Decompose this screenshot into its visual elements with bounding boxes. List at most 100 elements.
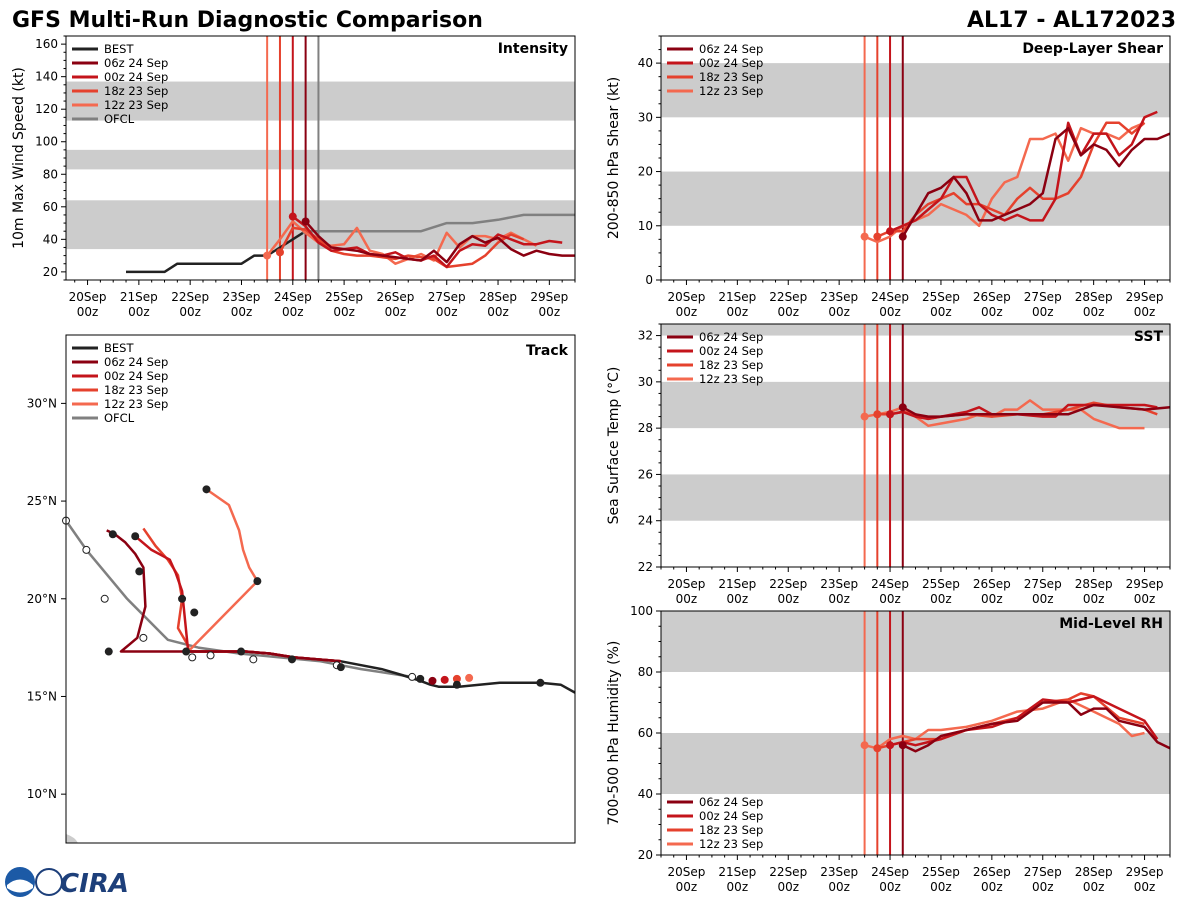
x-tick-hour: 00z [1134,880,1156,894]
x-tick-day: 29Sep [1126,290,1164,304]
x-tick-day: 25Sep [325,290,363,304]
series-start-marker [301,217,310,226]
series-start-marker [886,741,895,750]
x-tick-hour: 00z [879,592,901,606]
series-start-marker [263,251,272,260]
legend-label: 12z 23 Sep [699,837,763,851]
forecast-position-marker [190,608,199,617]
ofcl-position-marker [139,633,148,642]
x-tick-day: 26Sep [973,865,1011,879]
best-position-marker [416,674,425,683]
panel-title: SST [1134,329,1164,345]
x-tick-hour: 00z [727,592,749,606]
legend-label: 18z 23 Sep [699,358,763,372]
y-axis-label: 200-850 hPa Shear (kt) [606,77,622,239]
best-position-marker [452,680,461,689]
x-tick-hour: 00z [981,592,1003,606]
x-tick-hour: 00z [879,305,901,319]
panel-title: Track [526,343,569,359]
y-tick-label: 160 [35,37,58,51]
y-tick-label: 80 [43,167,58,181]
series-start-marker [860,741,869,750]
x-tick-hour: 00z [1083,305,1105,319]
y-tick-label: 40 [638,56,653,70]
x-tick-day: 29Sep [1126,865,1164,879]
x-tick-hour: 00z [676,880,698,894]
legend-label: 06z 24 Sep [104,56,168,70]
best-track-line [126,230,307,274]
x-tick-hour: 00z [1032,880,1054,894]
x-tick-day: 24Sep [871,290,909,304]
x-tick-hour: 00z [282,305,304,319]
forecast-position-marker [202,485,211,494]
x-tick-day: 25Sep [922,577,960,591]
legend-label: 06z 24 Sep [699,330,763,344]
x-tick-day: 21Sep [718,865,756,879]
best-position-marker [237,647,246,656]
y-tick-label: 100 [35,135,58,149]
x-tick-hour: 00z [777,880,799,894]
x-tick-hour: 00z [676,592,698,606]
y-tick-label: 60 [638,726,653,740]
shade-band [66,149,575,170]
y-tick-label: 60 [43,200,58,214]
shear-panel: 01020304020Sep00z21Sep00z22Sep00z23Sep00… [606,35,1171,319]
best-position-marker [287,655,296,664]
legend-label: 12z 23 Sep [699,372,763,386]
x-tick-day: 22Sep [171,290,209,304]
forecast-track-line [186,488,342,663]
x-tick-day: 20Sep [668,577,706,591]
x-tick-day: 23Sep [820,865,858,879]
legend-label: BEST [104,341,134,355]
x-tick-day: 29Sep [530,290,568,304]
x-tick-day: 23Sep [223,290,261,304]
legend-label: 18z 23 Sep [699,823,763,837]
ofcl-position-marker [408,672,417,681]
x-tick-day: 26Sep [376,290,414,304]
series-line [304,220,575,264]
x-tick-hour: 00z [777,592,799,606]
y-tick-label: 25°N [27,494,57,508]
x-tick-hour: 00z [1134,592,1156,606]
series-start-marker [898,741,907,750]
series-line [902,701,1171,753]
x-tick-hour: 00z [333,305,355,319]
forecast-position-marker [135,567,144,576]
x-tick-hour: 00z [1083,880,1105,894]
x-tick-hour: 00z [676,305,698,319]
legend-label: 00z 24 Sep [699,344,763,358]
y-tick-label: 30 [638,375,653,389]
x-tick-day: 25Sep [922,290,960,304]
legend-label: OFCL [104,112,135,126]
x-tick-hour: 00z [1032,592,1054,606]
x-tick-hour: 00z [828,305,850,319]
x-tick-day: 24Sep [274,290,312,304]
x-tick-day: 21Sep [718,577,756,591]
ofcl-line [305,213,575,233]
panel-title: Mid-Level RH [1059,616,1163,632]
x-tick-day: 29Sep [1126,577,1164,591]
best-position-marker [536,678,545,687]
y-tick-label: 10 [638,219,653,233]
y-tick-label: 15°N [27,689,57,703]
x-tick-day: 22Sep [769,865,807,879]
shade-band [661,63,1170,118]
x-tick-day: 28Sep [1075,577,1113,591]
y-tick-label: 20 [638,165,653,179]
x-tick-day: 22Sep [769,290,807,304]
noaa-wave-icon [7,879,33,893]
series-line [292,215,563,269]
x-tick-day: 27Sep [428,290,466,304]
ofcl-position-marker [82,545,91,554]
y-tick-label: 40 [43,232,58,246]
y-tick-label: 32 [638,329,653,343]
x-tick-day: 28Sep [1075,865,1113,879]
best-position-marker [182,647,191,656]
best-position-marker [104,647,113,656]
series-line [902,403,1171,418]
forecast-end-marker [465,673,474,682]
plot-frame [65,334,576,844]
y-tick-label: 100 [630,604,653,618]
legend-label: 18z 23 Sep [104,84,168,98]
